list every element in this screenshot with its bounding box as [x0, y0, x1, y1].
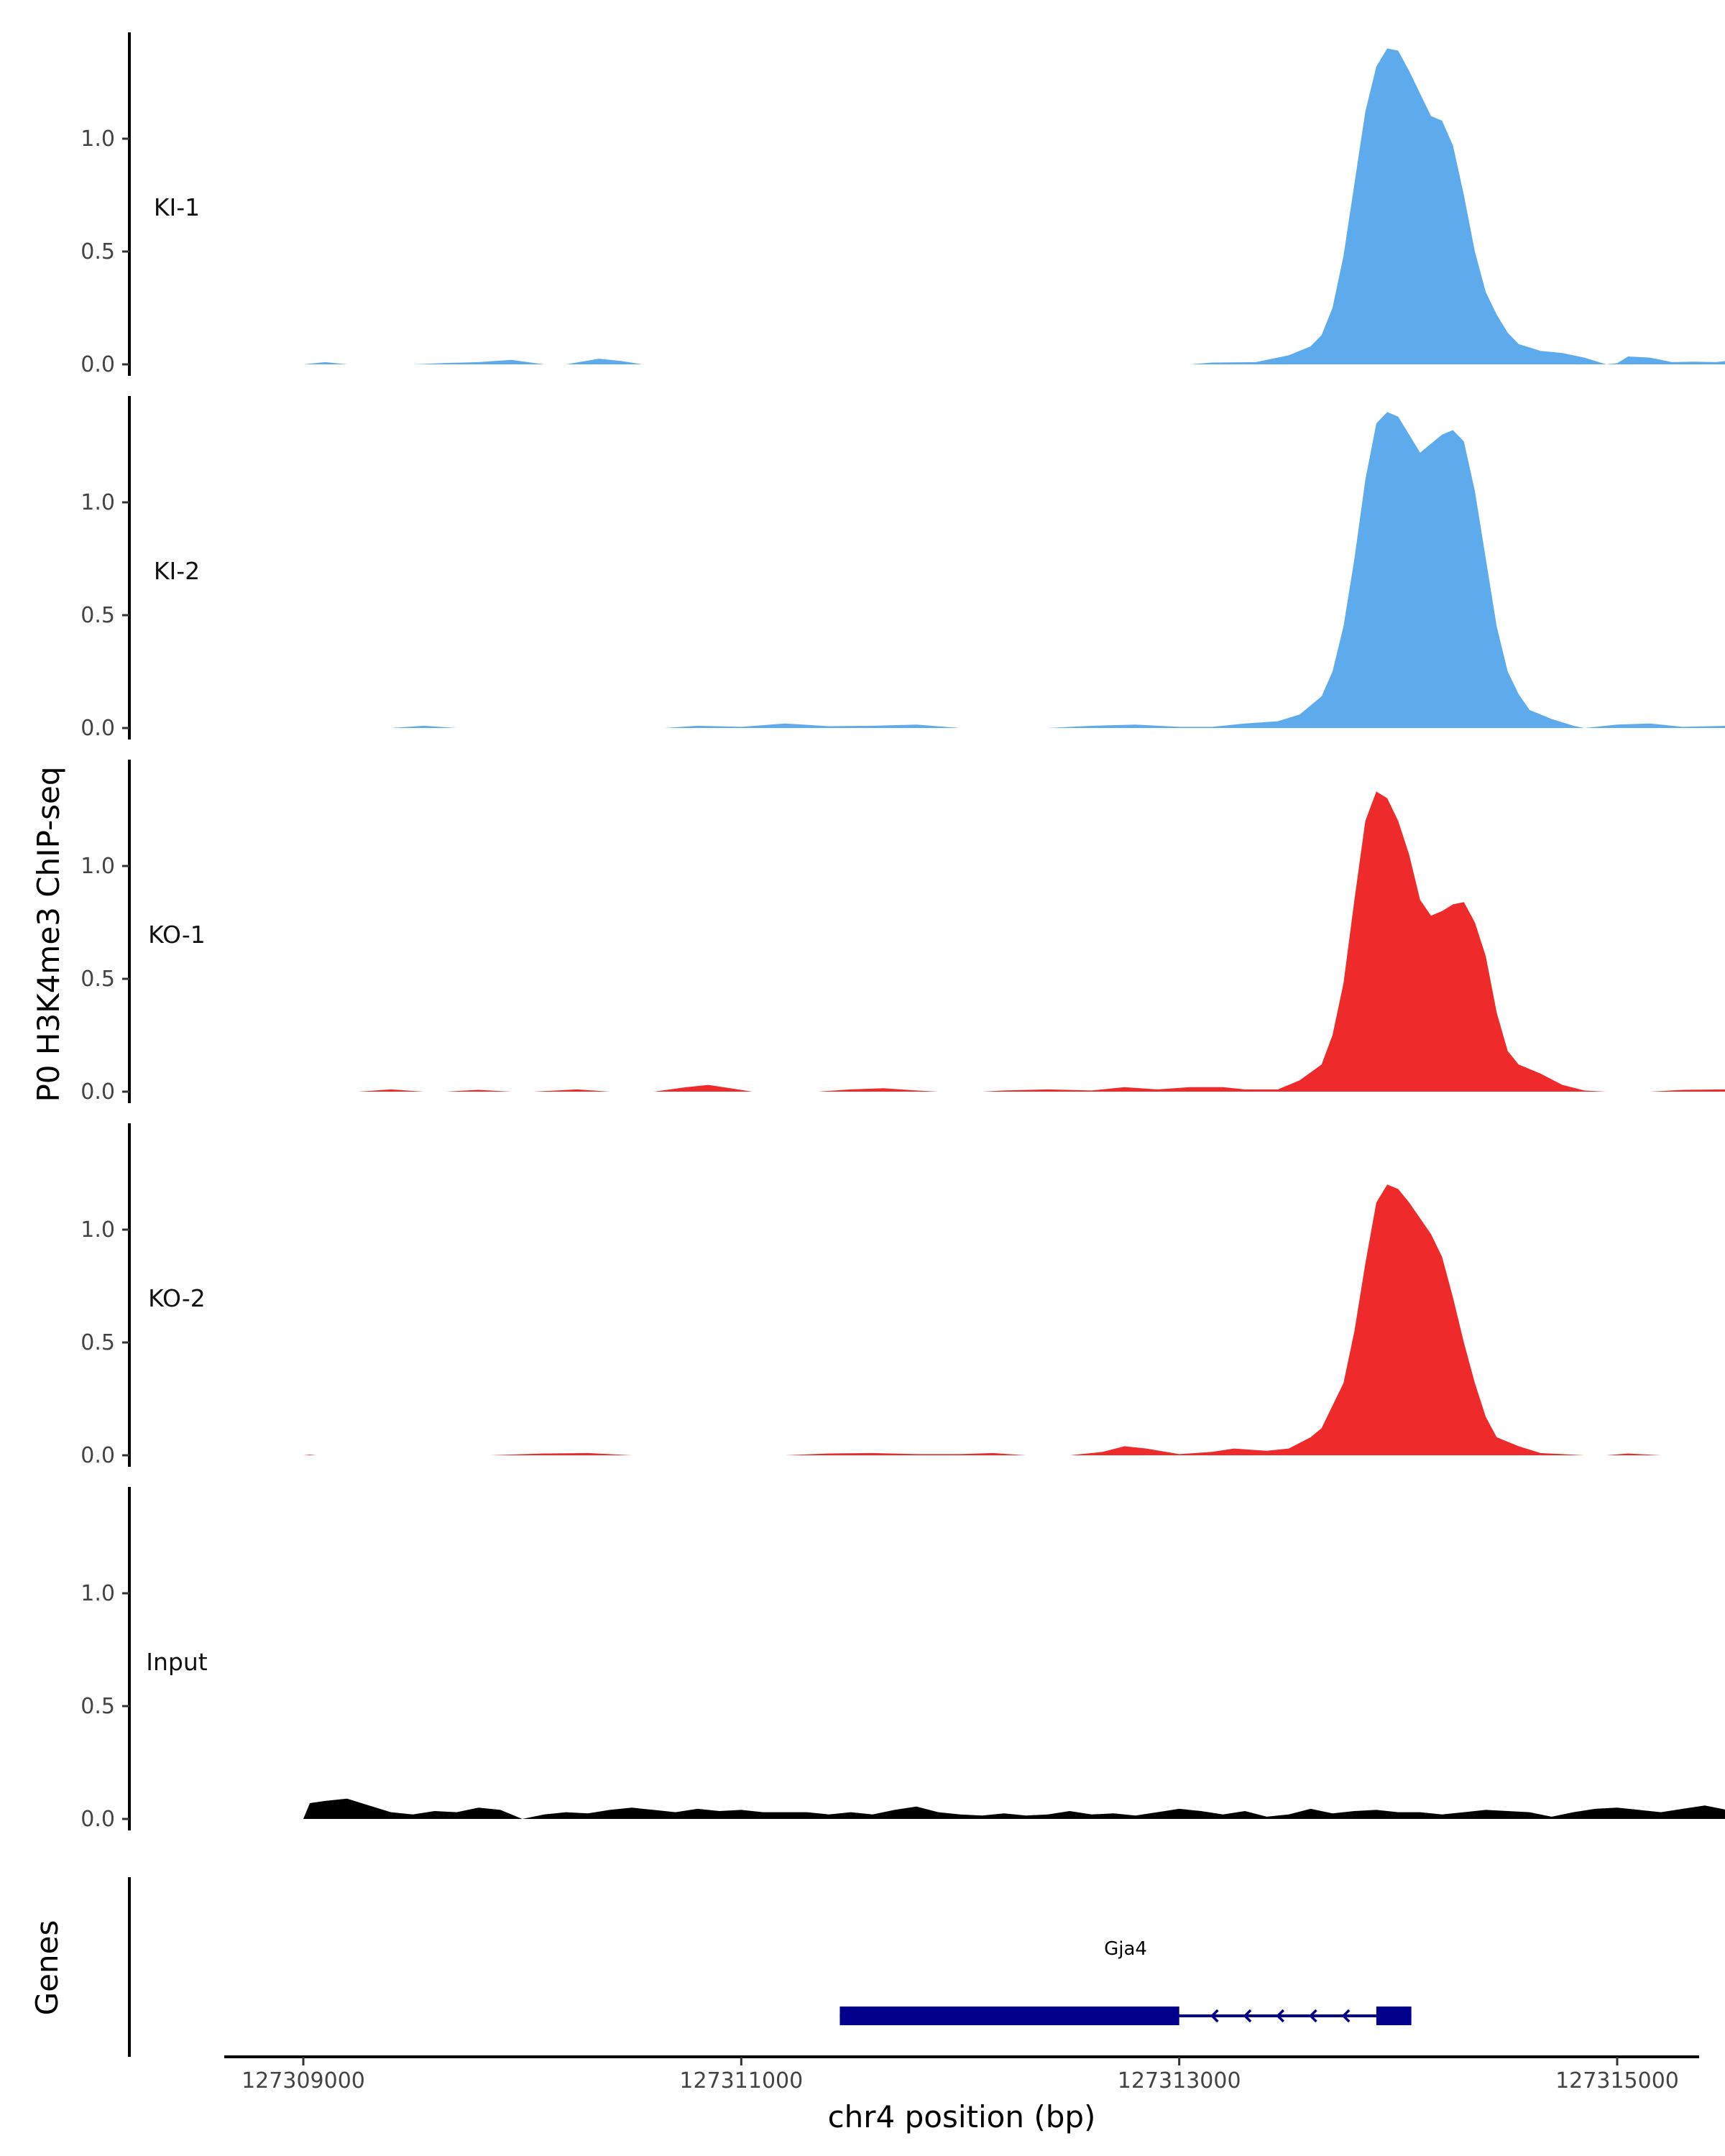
strand-arrow	[1308, 2009, 1317, 2023]
track-ki-2: 0.0 0.5 1.0 KI-2	[80, 396, 1725, 741]
track-label: Input	[146, 1648, 208, 1676]
y-tick-label: 0.5	[80, 1694, 115, 1719]
gene-name-label: Gja4	[1104, 1938, 1147, 1960]
y-tick-label: 1.0	[80, 854, 115, 879]
y-tick-label: 0.5	[80, 967, 115, 992]
signal-area	[358, 791, 1725, 1092]
track-label: KO-1	[148, 921, 206, 949]
y-tick-label: 1.0	[80, 126, 115, 152]
y-tick-label: 0.0	[80, 1443, 115, 1468]
track-label: KI-2	[154, 557, 200, 585]
gene-exon	[840, 2007, 1179, 2025]
x-tick-label: 127309000	[242, 2068, 365, 2093]
track-label: KI-1	[154, 193, 200, 221]
y-tick-label: 0.5	[80, 1330, 115, 1355]
y-tick-label: 0.0	[80, 1807, 115, 1832]
x-tick-label: 127315000	[1555, 2068, 1679, 2093]
x-tick-label: 127313000	[1118, 2068, 1241, 2093]
track-ki-1: 0.0 0.5 1.0 KI-1	[80, 32, 1725, 377]
x-axis-ticks: 127309000 127311000 127313000 127315000	[242, 2057, 1679, 2093]
y-axis-title: P0 H3K4me3 ChIP-seq	[31, 766, 66, 1102]
track-ko-1: 0.0 0.5 1.0 KO-1	[80, 760, 1725, 1105]
signal-area	[303, 1798, 1725, 1819]
strand-arrow	[1243, 2009, 1252, 2023]
x-tick-label: 127311000	[679, 2068, 803, 2093]
y-tick-label: 0.5	[80, 603, 115, 628]
gene-gja4: Gja4	[840, 1938, 1412, 2025]
gene-track: Gja4	[840, 1938, 1412, 2025]
y-tick-label: 1.0	[80, 490, 115, 515]
y-tick-label: 1.0	[80, 1581, 115, 1606]
y-tick-label: 0.0	[80, 716, 115, 741]
signal-area	[390, 412, 1725, 728]
strand-arrow	[1341, 2009, 1351, 2023]
y-tick-label: 0.0	[80, 1079, 115, 1105]
y-tick-label: 0.5	[80, 239, 115, 264]
gene-exon	[1376, 2007, 1412, 2025]
track-input: 0.0 0.5 1.0 Input	[80, 1487, 1725, 1832]
y-tick-label: 1.0	[80, 1217, 115, 1243]
strand-arrow	[1276, 2009, 1285, 2023]
y-tick-label: 0.0	[80, 352, 115, 377]
genes-axis-title: Genes	[29, 1920, 65, 2016]
signal-area	[303, 48, 1725, 364]
track-ko-2: 0.0 0.5 1.0 KO-2	[80, 1123, 1725, 1468]
track-label: KO-2	[148, 1284, 206, 1312]
x-axis-title: chr4 position (bp)	[828, 2099, 1096, 2134]
strand-arrow	[1210, 2009, 1219, 2023]
signal-area	[303, 1184, 1725, 1455]
track-panels: 0.00.51.0KI-10.00.51.0KI-20.00.51.0KO-10…	[80, 32, 1725, 1832]
